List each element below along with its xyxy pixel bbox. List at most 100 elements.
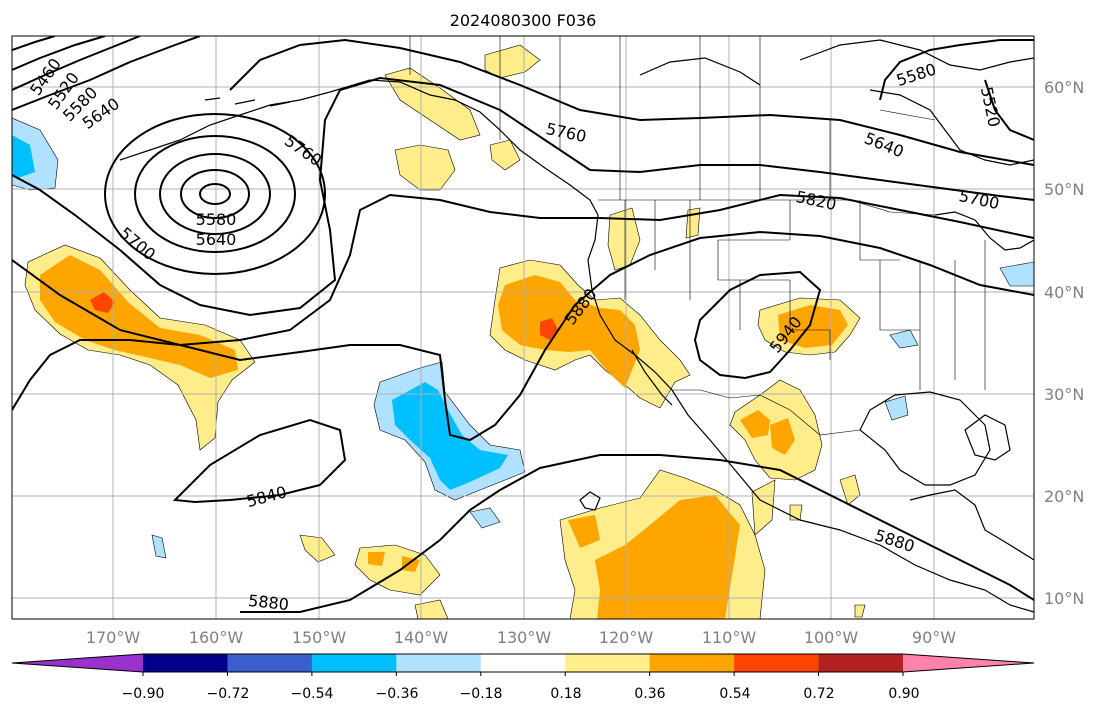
lat-tick-labels: 60°N 50°N 40°N 30°N 20°N 10°N [1044,78,1084,608]
contour-label: 5640 [196,230,237,249]
fill-yellow-small-2 [414,599,449,619]
fill-lightblue-small-4 [151,534,167,559]
coast-west-us [587,214,1034,613]
border-states-1 [624,200,986,390]
fill-north-bc-yellow [394,144,456,191]
fill-east-pacific-orange-2 [568,515,600,548]
coast-alaska-peninsula [119,99,301,161]
contour-5580-west [12,36,141,91]
coast-aleutians [204,97,291,107]
fill-south-orange [368,552,385,566]
coast-gulf-of-alaska-islands [639,57,761,86]
contour-5880-main [12,230,1034,442]
lon-tick-label: 150°W [292,628,347,647]
colorbar-ticks: −0.90 −0.72 −0.54 −0.36 −0.18 0.18 0.36 … [122,686,920,702]
lat-tick-label: 60°N [1044,78,1084,97]
fill-yellow-small-5 [854,604,866,618]
contour-low-ring-5 [104,113,326,275]
fill-lightblue-small-5 [999,261,1034,287]
fill-yellow-small-1 [299,534,336,563]
colorbar-tick-label: −0.90 [122,686,165,702]
colorbar-tick-label: 0.36 [634,686,665,702]
colorbar-tick-label: −0.54 [291,686,334,702]
fill-south-orange-2 [402,556,420,572]
contour-5840-south [172,418,347,504]
colorbar-tick-label: −0.18 [460,686,503,702]
fill-california-red [540,318,558,340]
contour-5760 [229,38,1034,166]
fill-east-pacific-orange [595,495,740,619]
contour-5520 [12,36,106,71]
lat-tick-label: 10°N [1044,589,1084,608]
map-frame [11,35,1035,620]
coast-baja [631,349,673,406]
lon-tick-label: 90°W [912,628,956,647]
contour-label: 5880 [247,591,289,614]
colorbar-tick-label: −0.72 [207,686,250,702]
fill-baja-yellow [751,479,776,536]
fill-gulf-alaska-yellow [484,44,541,79]
contour-5460 [12,36,56,51]
colorbar-tick-label: 0.72 [803,686,834,702]
coast-canada-north [799,39,1034,71]
coast-great-lakes [934,211,1034,251]
colorbar-segment [396,654,482,672]
lon-tick-labels: 170°W 160°W 150°W 140°W 130°W 120°W 110°… [86,628,956,647]
fill-lightblue-small-1 [889,329,919,349]
fill-california-orange [498,275,640,388]
colorbar-segment [734,654,820,672]
contour-east-5520 [984,79,1034,141]
contour-5700-west [12,76,1034,317]
colorbar-segment [565,654,651,672]
lon-tick-label: 130°W [497,628,552,647]
lon-tick-label: 140°W [394,628,449,647]
lat-tick-label: 20°N [1044,487,1084,506]
lon-tick-label: 120°W [599,628,654,647]
colorbar-segment [311,654,397,672]
contour-5820 [12,193,1034,347]
colorbar-extend-max [903,654,1034,672]
colorbar-tick-label: 0.54 [719,686,750,702]
contour-low-ring-4 [134,135,296,253]
contour-low-ring-2 [180,169,250,219]
fill-lightblue-small-2 [884,395,909,421]
coast-gulf-mexico [859,391,991,486]
contour-label: 5580 [196,210,237,229]
lon-tick-label: 110°W [702,628,757,647]
fill-nw-pacific-deepblue [12,135,35,178]
colorbar [11,653,1035,676]
contour-5640-west [12,36,201,111]
lat-tick-label: 50°N [1044,180,1084,199]
lon-tick-label: 160°W [189,628,244,647]
colorbar-tick-label: 0.90 [888,686,919,702]
lon-tick-label: 100°W [804,628,859,647]
fill-yellow-small-3 [685,207,701,239]
fill-west-pacific-red [90,292,115,313]
colorbar-segment [818,654,904,672]
colorbar-segment [649,654,735,672]
contour-5880-south [240,454,1034,613]
coast-yucatan [909,489,1034,561]
fill-lightblue-small-3 [469,507,501,529]
colorbar-segment [227,654,313,672]
lat-tick-label: 30°N [1044,385,1084,404]
fill-bc-coast-yellow [489,139,521,171]
map-layers: 5460 5520 5580 5640 5760 5580 5640 5700 … [12,36,1034,619]
lat-tick-label: 40°N [1044,283,1084,302]
fill-gulf-yellow [839,474,861,506]
colorbar-tick-label: −0.36 [376,686,419,702]
colorbar-segment [480,654,566,672]
contour-5940-southwest [693,270,822,380]
contour-east-5580 [879,39,1034,101]
fill-mexico-orange [740,410,770,438]
map-title: 2024080300 F036 [450,11,597,30]
height-contours [12,36,1034,613]
colorbar-tick-label: 0.18 [550,686,581,702]
coast-florida [964,414,1011,461]
coast-hawaii [579,491,601,511]
contour-low-ring-1 [199,183,231,205]
border-us-mexico [672,389,861,436]
colorbar-segment [143,654,228,672]
lon-tick-label: 170°W [86,628,141,647]
